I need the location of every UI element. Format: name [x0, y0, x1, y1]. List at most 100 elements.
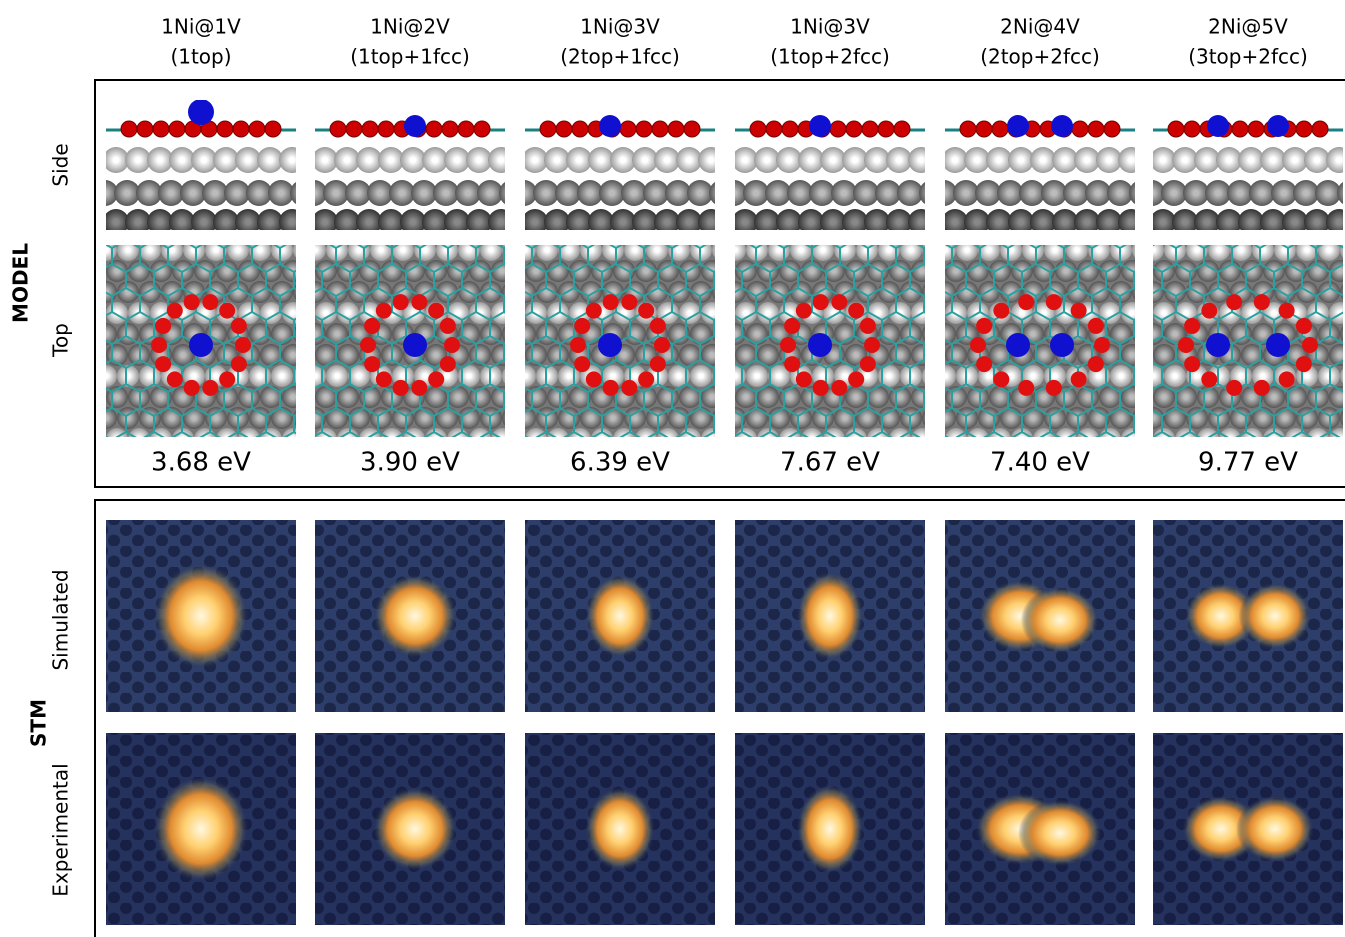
carbon	[1226, 380, 1242, 396]
carbon	[219, 303, 235, 319]
carbon	[1072, 121, 1088, 137]
atom	[922, 323, 944, 345]
atom	[908, 147, 934, 173]
nickel	[1006, 333, 1030, 357]
carbon	[831, 380, 847, 396]
carbon	[346, 121, 362, 137]
carbon	[621, 294, 637, 310]
atom	[698, 209, 724, 235]
atom	[1337, 180, 1345, 206]
column-sites: (1top+2fcc)	[770, 45, 890, 69]
atom	[1118, 147, 1144, 173]
carbon	[1254, 380, 1270, 396]
section-title: MODEL	[9, 243, 33, 323]
stm-feature	[153, 563, 248, 669]
stm-experimental	[106, 733, 296, 925]
carbon	[860, 318, 876, 334]
carbon	[848, 371, 864, 387]
stm-experimental	[945, 733, 1135, 925]
atom	[502, 323, 524, 345]
top-view	[934, 239, 1165, 450]
carbon	[442, 121, 458, 137]
carbon	[586, 371, 602, 387]
carbon	[993, 303, 1009, 319]
carbon	[574, 356, 590, 372]
carbon	[411, 380, 427, 396]
carbon	[474, 121, 490, 137]
carbon	[813, 294, 829, 310]
atom	[1132, 281, 1154, 303]
top-view	[1142, 239, 1345, 450]
carbon	[813, 380, 829, 396]
top-view	[724, 239, 955, 450]
atom	[922, 239, 944, 261]
carbon	[1302, 337, 1318, 353]
carbon	[1018, 380, 1034, 396]
carbon	[750, 121, 766, 137]
carbon	[235, 337, 251, 353]
atom	[698, 147, 724, 173]
carbon	[586, 303, 602, 319]
atom	[1132, 407, 1154, 429]
side-view	[1128, 115, 1345, 235]
energy: 6.39 eV	[570, 448, 670, 478]
carbon	[231, 318, 247, 334]
nickel	[1267, 115, 1289, 137]
atom	[709, 180, 735, 206]
energy: 3.90 eV	[360, 448, 460, 478]
row-label: Simulated	[49, 569, 73, 670]
carbon	[1168, 121, 1184, 137]
carbon	[603, 294, 619, 310]
carbon	[864, 337, 880, 353]
stm-feature	[373, 574, 457, 658]
figure: MODEL Side Top STM Simulated Experimenta…	[0, 0, 1345, 937]
carbon	[1088, 356, 1104, 372]
carbon	[766, 121, 782, 137]
atom	[1118, 209, 1144, 235]
atom	[919, 180, 945, 206]
carbon	[153, 121, 169, 137]
carbon	[1184, 356, 1200, 372]
carbon	[1046, 380, 1062, 396]
carbon	[184, 380, 200, 396]
stm-feature	[373, 787, 457, 871]
stm-experimental	[1153, 733, 1343, 925]
atom	[908, 209, 934, 235]
carbon	[426, 121, 442, 137]
row-label: Experimental	[49, 763, 73, 896]
carbon	[976, 121, 992, 137]
stm-feature	[796, 571, 863, 661]
carbon	[440, 318, 456, 334]
stm-feature	[1021, 586, 1099, 653]
carbon	[233, 121, 249, 137]
nickel	[1206, 333, 1230, 357]
atom	[502, 281, 524, 303]
stm-feature	[585, 787, 655, 871]
atom	[922, 407, 944, 429]
carbon	[1279, 371, 1295, 387]
carbon	[202, 294, 218, 310]
carbon	[265, 121, 281, 137]
column-sites: (2top+1fcc)	[560, 45, 680, 69]
carbon	[1071, 371, 1087, 387]
energy: 7.67 eV	[780, 448, 880, 478]
stm-feature	[1239, 582, 1312, 649]
row-label: Top	[49, 323, 73, 358]
atom	[1132, 239, 1154, 261]
carbon	[1088, 318, 1104, 334]
top-view	[304, 239, 535, 450]
atom	[712, 365, 734, 387]
carbon	[782, 121, 798, 137]
carbon	[960, 121, 976, 137]
carbon	[652, 121, 668, 137]
stm-simulated	[525, 520, 715, 712]
atom	[712, 281, 734, 303]
atom	[279, 147, 305, 173]
carbon	[360, 337, 376, 353]
carbon	[1201, 371, 1217, 387]
stm-experimental	[315, 733, 505, 925]
carbon	[393, 380, 409, 396]
carbon	[364, 318, 380, 334]
atom	[488, 147, 514, 173]
carbon	[249, 121, 265, 137]
